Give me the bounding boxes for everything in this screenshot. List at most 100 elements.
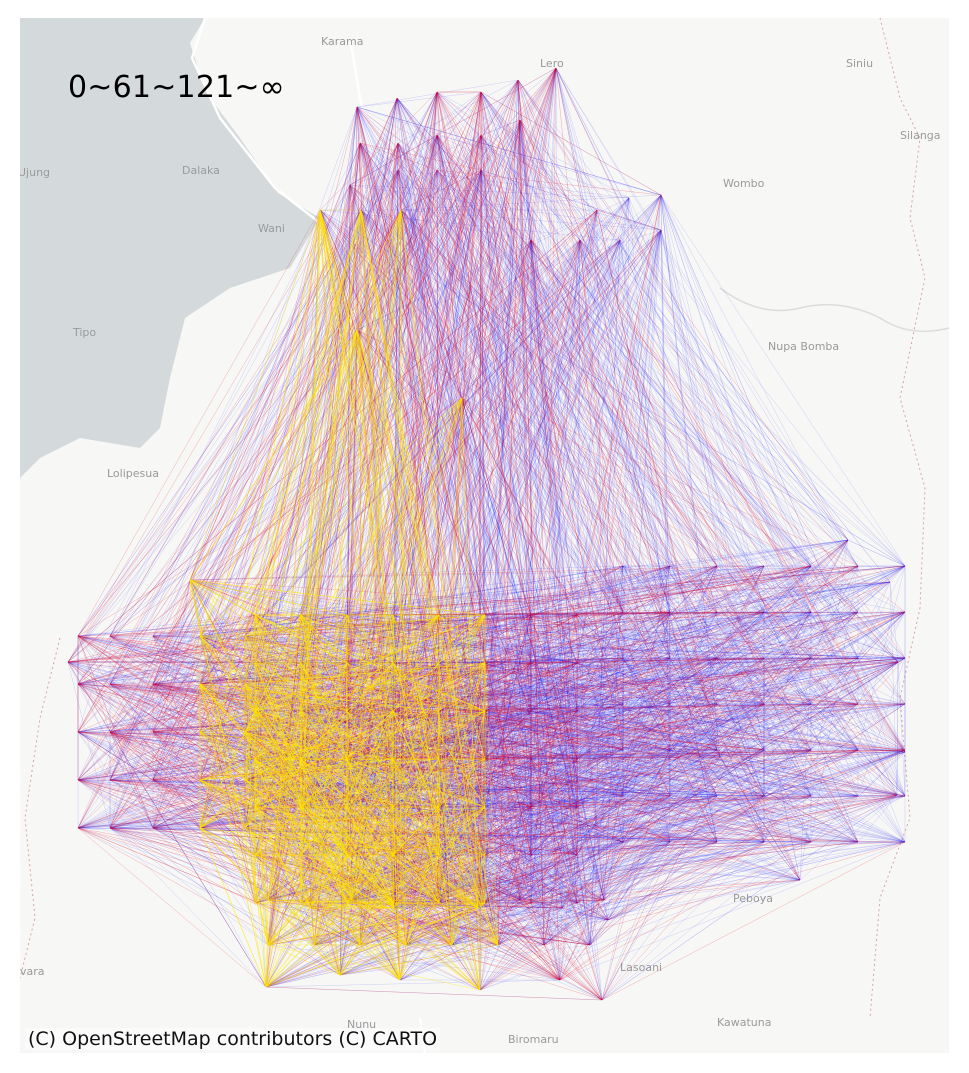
flow-line xyxy=(530,806,609,921)
flow-line xyxy=(438,614,859,751)
flow-line xyxy=(300,397,463,904)
flow-line xyxy=(356,106,812,843)
flow-line xyxy=(436,169,532,856)
flow-line xyxy=(622,703,906,751)
flow-line xyxy=(763,703,801,881)
flow-line xyxy=(77,683,154,829)
flow-line xyxy=(484,710,532,808)
flow-line xyxy=(397,79,519,144)
flow-line xyxy=(346,565,906,856)
flow-line xyxy=(517,79,906,705)
flow-line xyxy=(356,106,859,751)
flow-line xyxy=(405,209,598,946)
flow-line xyxy=(530,614,671,705)
flow-line xyxy=(857,749,906,797)
flow-line xyxy=(346,229,662,808)
flow-line xyxy=(480,169,563,909)
flow-line xyxy=(109,635,578,808)
flow-line xyxy=(396,97,812,613)
flow-line xyxy=(519,119,906,843)
flow-line xyxy=(480,169,532,664)
flow-line xyxy=(530,899,605,904)
flow-line xyxy=(438,703,812,712)
flow-line xyxy=(109,239,621,685)
flow-line xyxy=(607,795,812,921)
flow-line xyxy=(619,239,812,613)
flow-line xyxy=(603,565,624,901)
flow-line xyxy=(436,134,482,171)
flow-line xyxy=(392,703,812,808)
flow-line xyxy=(244,731,578,856)
flow-line xyxy=(530,749,812,760)
flow-line xyxy=(589,611,906,946)
flow-line xyxy=(763,657,859,751)
flow-line xyxy=(300,239,532,856)
flow-line xyxy=(265,854,578,988)
flow-line xyxy=(497,565,906,946)
flow-line xyxy=(396,97,718,613)
flow-line xyxy=(484,899,605,904)
place-label: Peboya xyxy=(733,892,773,905)
flow-line xyxy=(484,703,812,904)
flow-line xyxy=(622,749,801,881)
flow-line xyxy=(300,142,361,712)
flow-line xyxy=(477,841,765,909)
flow-line xyxy=(579,239,859,613)
flow-line xyxy=(669,611,906,797)
flow-line xyxy=(109,539,849,781)
flow-line xyxy=(543,703,624,946)
flow-line xyxy=(360,209,906,843)
flow-line xyxy=(497,565,812,946)
flow-line xyxy=(477,749,859,909)
flow-line xyxy=(359,142,440,760)
flow-line xyxy=(622,657,859,705)
flow-line xyxy=(555,67,718,613)
flow-line xyxy=(622,611,859,751)
flow-line xyxy=(484,565,812,856)
flow-line xyxy=(857,581,891,659)
flow-line xyxy=(392,91,482,664)
flow-line xyxy=(484,565,812,904)
flow-line xyxy=(857,565,906,751)
flow-line xyxy=(346,611,859,808)
flow-line xyxy=(596,209,662,231)
flow-line xyxy=(607,749,718,921)
flow-line xyxy=(484,710,812,843)
flow-line xyxy=(517,79,532,664)
flow-line xyxy=(300,703,765,856)
flow-line xyxy=(436,91,630,199)
flow-line xyxy=(479,902,578,991)
flow-line xyxy=(438,611,859,616)
flow-line xyxy=(484,662,765,751)
flow-line xyxy=(244,779,578,856)
flow-line xyxy=(77,79,519,781)
flow-line xyxy=(484,611,624,904)
flow-line xyxy=(519,119,578,808)
flow-line xyxy=(484,611,906,664)
flow-line xyxy=(519,565,859,901)
flow-line xyxy=(300,194,662,712)
flow-line xyxy=(484,611,624,856)
flow-line xyxy=(435,611,906,901)
flow-line xyxy=(349,106,358,186)
flow-line xyxy=(356,106,718,843)
flow-line xyxy=(484,67,557,760)
flow-line xyxy=(480,169,906,751)
flow-line xyxy=(397,142,671,659)
flow-line xyxy=(199,565,906,637)
flow-line xyxy=(396,97,898,796)
flow-line xyxy=(451,169,482,946)
flow-line xyxy=(530,565,765,664)
flow-line xyxy=(484,611,906,856)
flow-line xyxy=(619,194,662,241)
flow-line xyxy=(77,184,351,781)
flow-line xyxy=(339,944,591,976)
flow-line xyxy=(397,91,438,171)
flow-line xyxy=(716,657,765,705)
flow-line xyxy=(397,142,578,904)
flow-line xyxy=(543,710,578,946)
flow-line xyxy=(392,710,906,797)
map-frame: Karama Lero Siniu Silanga Ujung Dalaka Wani Wom… xyxy=(20,18,949,1053)
flow-line xyxy=(719,749,812,758)
flow-line xyxy=(265,979,561,988)
